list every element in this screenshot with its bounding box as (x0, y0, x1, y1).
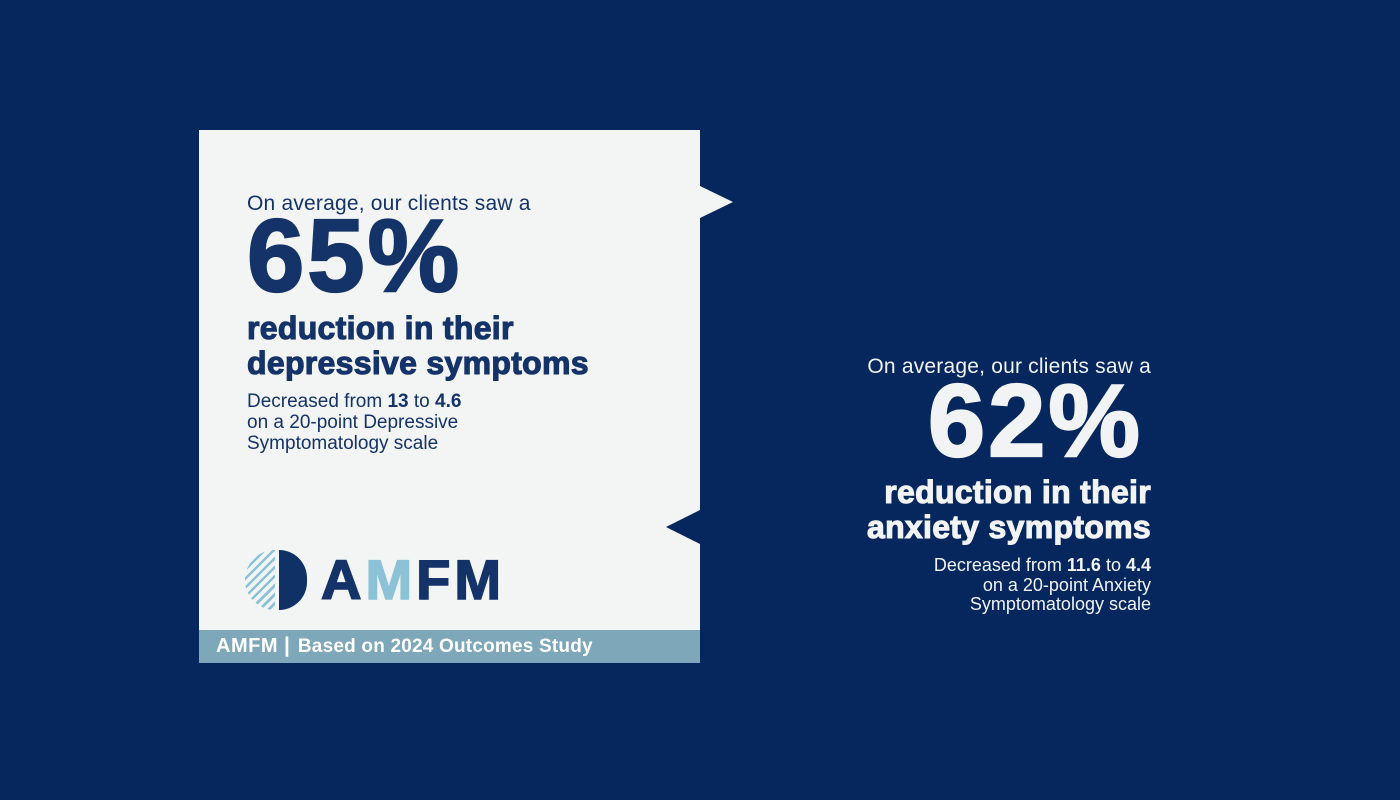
block-detail-from-value: 11.6 (1066, 555, 1101, 575)
wordmark-letter-a: A (320, 548, 366, 611)
block-detail-connector: to (1100, 555, 1126, 575)
card-eyebrow-text: On average, our clients saw a (247, 192, 531, 215)
footer-brand: AMFM (216, 635, 278, 657)
amfm-logo: AMFM (245, 548, 505, 611)
wordmark-letter-f: F (415, 548, 455, 611)
logo-striped-half-icon (245, 550, 275, 610)
speech-tail-right-icon (700, 186, 733, 218)
footer-separator: | (283, 633, 290, 657)
card-heading-line2: depressive symptoms (246, 345, 589, 381)
card-stat-detail: Decreased from 13 to 4.6 on a 20-point D… (247, 391, 461, 454)
footer-source-text: Based on 2024 Outcomes Study (297, 635, 593, 657)
card-stat-heading: reduction in their depressive symptoms (246, 310, 589, 381)
detail-connector: to (408, 391, 435, 412)
card-detail-line2: on a 20-point Depressive (247, 412, 459, 433)
amfm-wordmark: AMFM (320, 548, 505, 611)
wordmark-letter-m2: M (454, 548, 505, 611)
block-detail-line2: on a 20-point Anxiety (982, 574, 1151, 595)
detail-prefix: Decreased from (247, 391, 388, 412)
card-heading-line1: reduction in their (246, 310, 514, 346)
card-stat-percentage: 65% (246, 198, 463, 313)
block-detail-line3: Symptomatology scale (969, 594, 1151, 614)
block-detail-prefix: Decreased from (933, 555, 1067, 575)
block-heading-line1: reduction in their (884, 474, 1152, 510)
speech-tail-left-icon (666, 510, 700, 544)
wordmark-letter-m1: M (365, 548, 417, 611)
card-detail-line1: Decreased from 13 to 4.6 (247, 391, 461, 412)
block-stat-detail: Decreased from 11.6 to 4.4 on a 20-point… (731, 555, 1151, 615)
block-heading-line2: anxiety symptoms (866, 509, 1151, 545)
logo-solid-half-icon (279, 550, 307, 610)
block-stat-heading: reduction in their anxiety symptoms (731, 474, 1152, 545)
depression-stat-card: On average, our clients saw a 65% reduct… (199, 130, 733, 663)
block-stat-percentage: 62% (927, 363, 1143, 478)
block-detail-to-value: 4.4 (1125, 555, 1151, 575)
attribution-bar: AMFM | Based on 2024 Outcomes Study (199, 630, 700, 663)
amfm-logo-icon (245, 550, 307, 610)
block-eyebrow-text: On average, our clients saw a (867, 355, 1151, 378)
detail-to-value: 4.6 (435, 391, 462, 412)
detail-from-value: 13 (387, 391, 409, 412)
card-detail-line3: Symptomatology scale (247, 433, 439, 454)
anxiety-stat-block: On average, our clients saw a 62% reduct… (731, 334, 1151, 634)
block-detail-line1: Decreased from 11.6 to 4.4 (731, 555, 1151, 576)
